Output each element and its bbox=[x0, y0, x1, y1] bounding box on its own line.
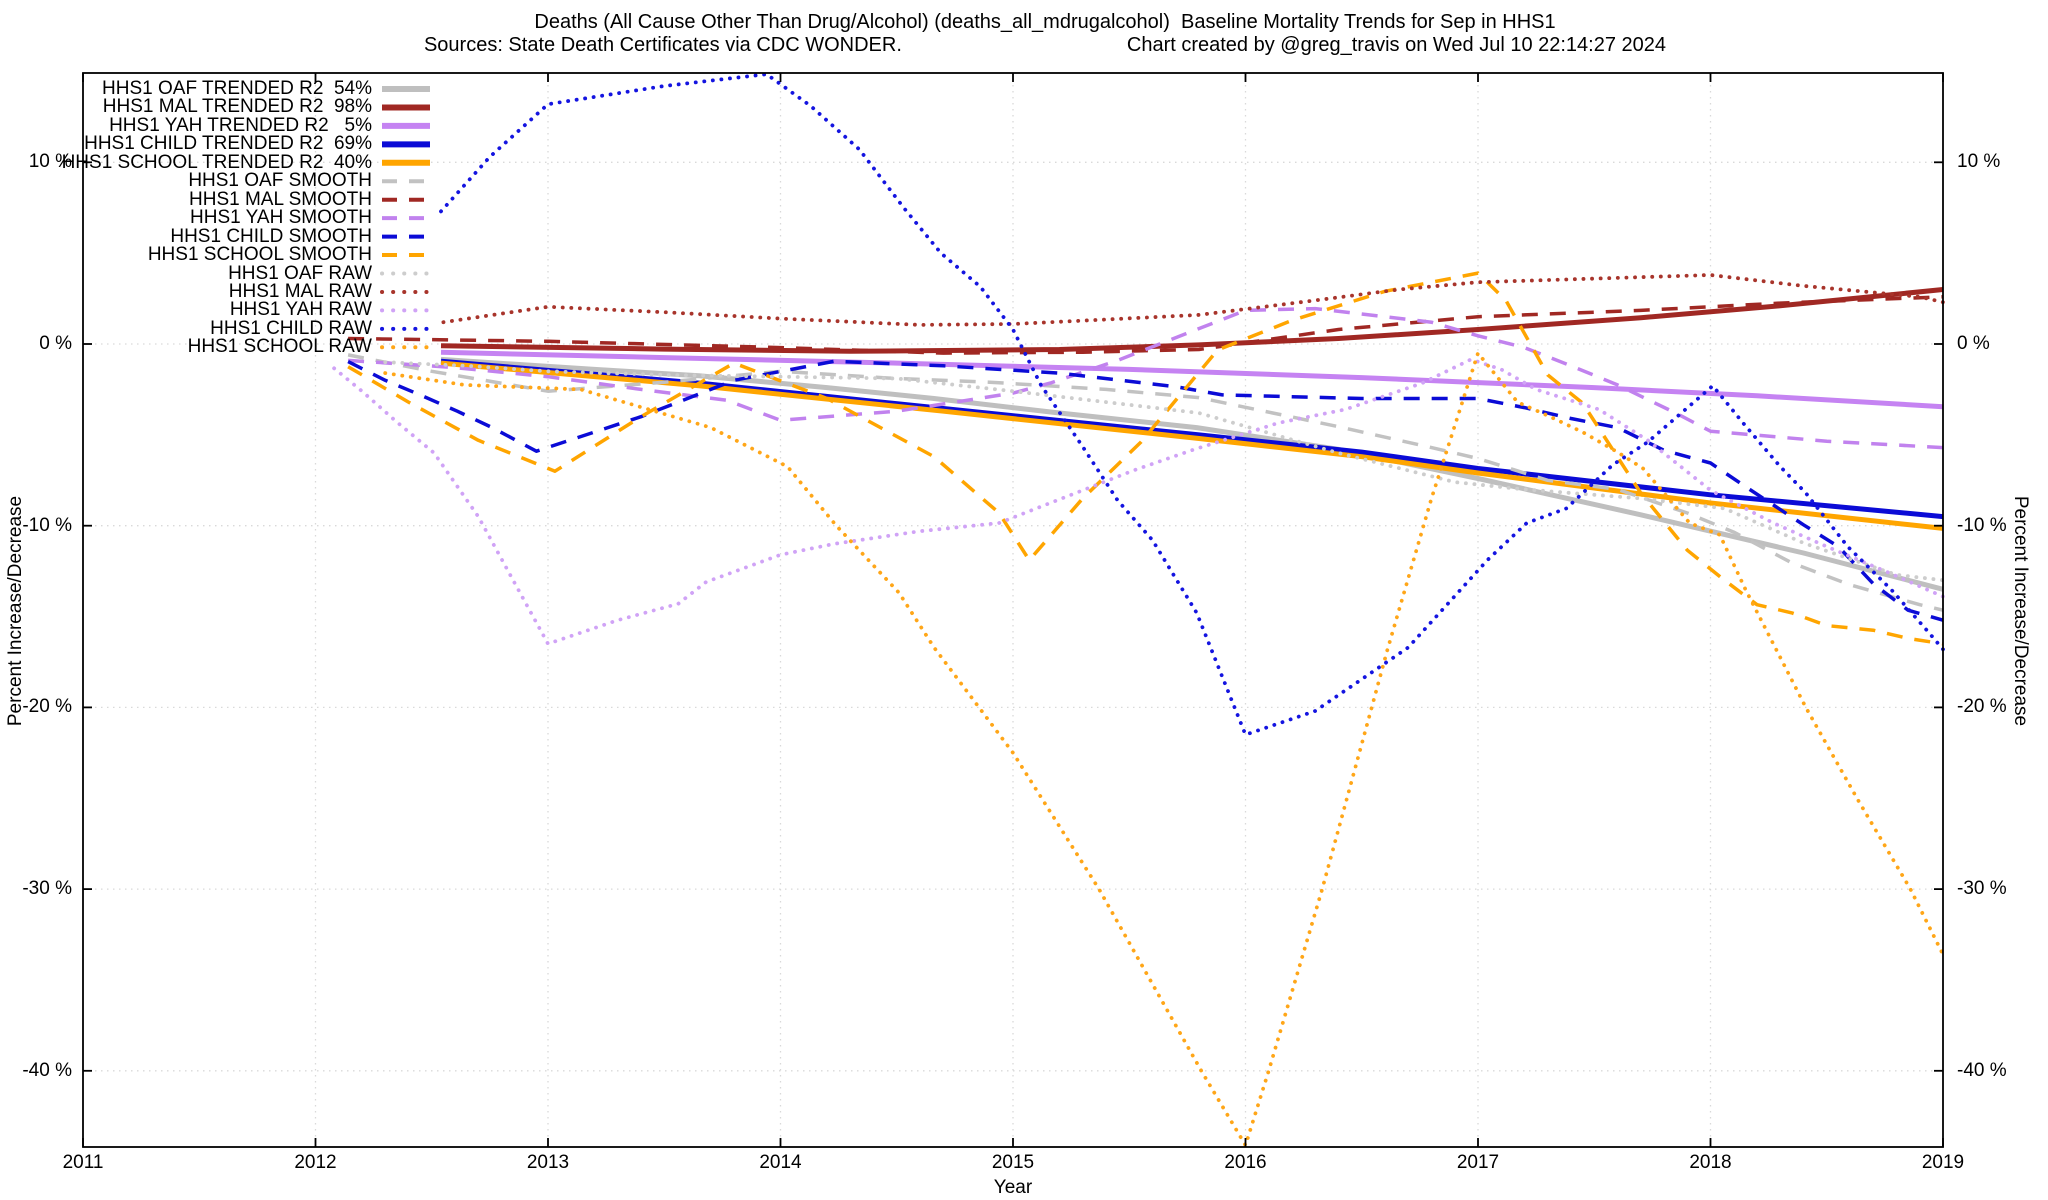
series-line-hhs1-oaf-raw bbox=[383, 360, 1945, 583]
chart-source-text: Sources: State Death Certificates via CD… bbox=[423, 34, 902, 56]
legend-label: HHS1 YAH TRENDED R2 5% bbox=[109, 114, 372, 136]
legend-label: HHS1 SCHOOL SMOOTH bbox=[147, 244, 372, 266]
x-tick-label: 2011 bbox=[62, 1152, 104, 1173]
series-line-hhs1-oaf-trended bbox=[440, 356, 1944, 592]
series-line-hhs1-yah-smooth bbox=[347, 306, 1944, 450]
y-tick-label-left: -10 % bbox=[22, 514, 72, 536]
chart-credit-text: Chart created by @greg_travis on Wed Jul… bbox=[1126, 34, 1667, 56]
y-tick-label-left: -20 % bbox=[22, 696, 72, 718]
series-line-hhs1-yah-trended bbox=[440, 349, 1944, 410]
legend-label: HHS1 YAH SMOOTH bbox=[190, 207, 372, 229]
legend-label: HHS1 OAF RAW bbox=[228, 262, 372, 284]
y-tick-label-right: -40 % bbox=[1957, 1059, 2007, 1081]
series-line-hhs1-school-raw bbox=[383, 351, 1945, 1148]
series-line-hhs1-school-smooth bbox=[347, 271, 1944, 646]
y-tick-label-right: -20 % bbox=[1957, 696, 2007, 718]
legend-label: HHS1 CHILD TRENDED R2 69% bbox=[84, 133, 372, 155]
y-tick-label-left: -40 % bbox=[22, 1059, 72, 1081]
y-tick-label-right: -30 % bbox=[1957, 878, 2007, 900]
y-tick-label-left: -30 % bbox=[22, 878, 72, 900]
x-tick-label: 2014 bbox=[759, 1152, 802, 1173]
x-tick-label: 2017 bbox=[1456, 1152, 1500, 1173]
legend-label: HHS1 MAL RAW bbox=[228, 280, 372, 302]
x-tick-label: 2013 bbox=[526, 1152, 570, 1173]
series-line-hhs1-child-raw bbox=[439, 72, 1945, 737]
y-tick-label-right: 10 % bbox=[1957, 151, 2001, 173]
x-tick-label: 2015 bbox=[991, 1152, 1035, 1173]
x-tick-label: 2016 bbox=[1224, 1152, 1267, 1173]
legend-label: HHS1 SCHOOL RAW bbox=[187, 336, 372, 358]
series-line-hhs1-school-trended bbox=[440, 360, 1944, 531]
series-line-hhs1-child-smooth bbox=[347, 359, 1944, 622]
legend-label: HHS1 MAL TRENDED R2 98% bbox=[102, 96, 372, 118]
legend-label: HHS1 MAL SMOOTH bbox=[189, 188, 372, 210]
series-line-hhs1-mal-smooth bbox=[348, 295, 1944, 355]
page-title: Deaths (All Cause Other Than Drug/Alcoho… bbox=[534, 11, 1556, 33]
series-line-hhs1-mal-trended bbox=[440, 287, 1944, 354]
legend-label: HHS1 CHILD SMOOTH bbox=[170, 225, 372, 247]
chart-subtitle: Sources: State Death Certificates via CD… bbox=[0, 34, 2048, 57]
legend-label: HHS1 YAH RAW bbox=[229, 299, 372, 321]
legend-label: HHS1 SCHOOL TRENDED R2 40% bbox=[61, 151, 372, 173]
y-tick-label-right: -10 % bbox=[1957, 514, 2007, 536]
legend-label: HHS1 CHILD RAW bbox=[210, 317, 372, 339]
series-line-hhs1-oaf-smooth bbox=[347, 353, 1944, 612]
y-tick-label-left: 10 % bbox=[28, 151, 72, 173]
y-axis-label-right: Percent Increase/Decrease bbox=[2010, 495, 2031, 727]
series-line-hhs1-child-trended bbox=[440, 358, 1944, 520]
x-tick-label: 2019 bbox=[1921, 1152, 1965, 1173]
legend-label: HHS1 OAF SMOOTH bbox=[188, 170, 372, 192]
legend-label: HHS1 OAF TRENDED R2 54% bbox=[102, 78, 372, 99]
y-axis-label-left: Percent Increase/Decrease bbox=[5, 495, 26, 727]
y-tick-label-left: 0 % bbox=[39, 333, 72, 354]
x-axis-label: Year bbox=[993, 1177, 1033, 1198]
x-tick-label: 2018 bbox=[1689, 1152, 1732, 1173]
y-tick-label-right: 0 % bbox=[1957, 333, 1990, 354]
series-line-hhs1-mal-raw bbox=[441, 273, 1945, 327]
x-tick-label: 2012 bbox=[294, 1152, 337, 1173]
